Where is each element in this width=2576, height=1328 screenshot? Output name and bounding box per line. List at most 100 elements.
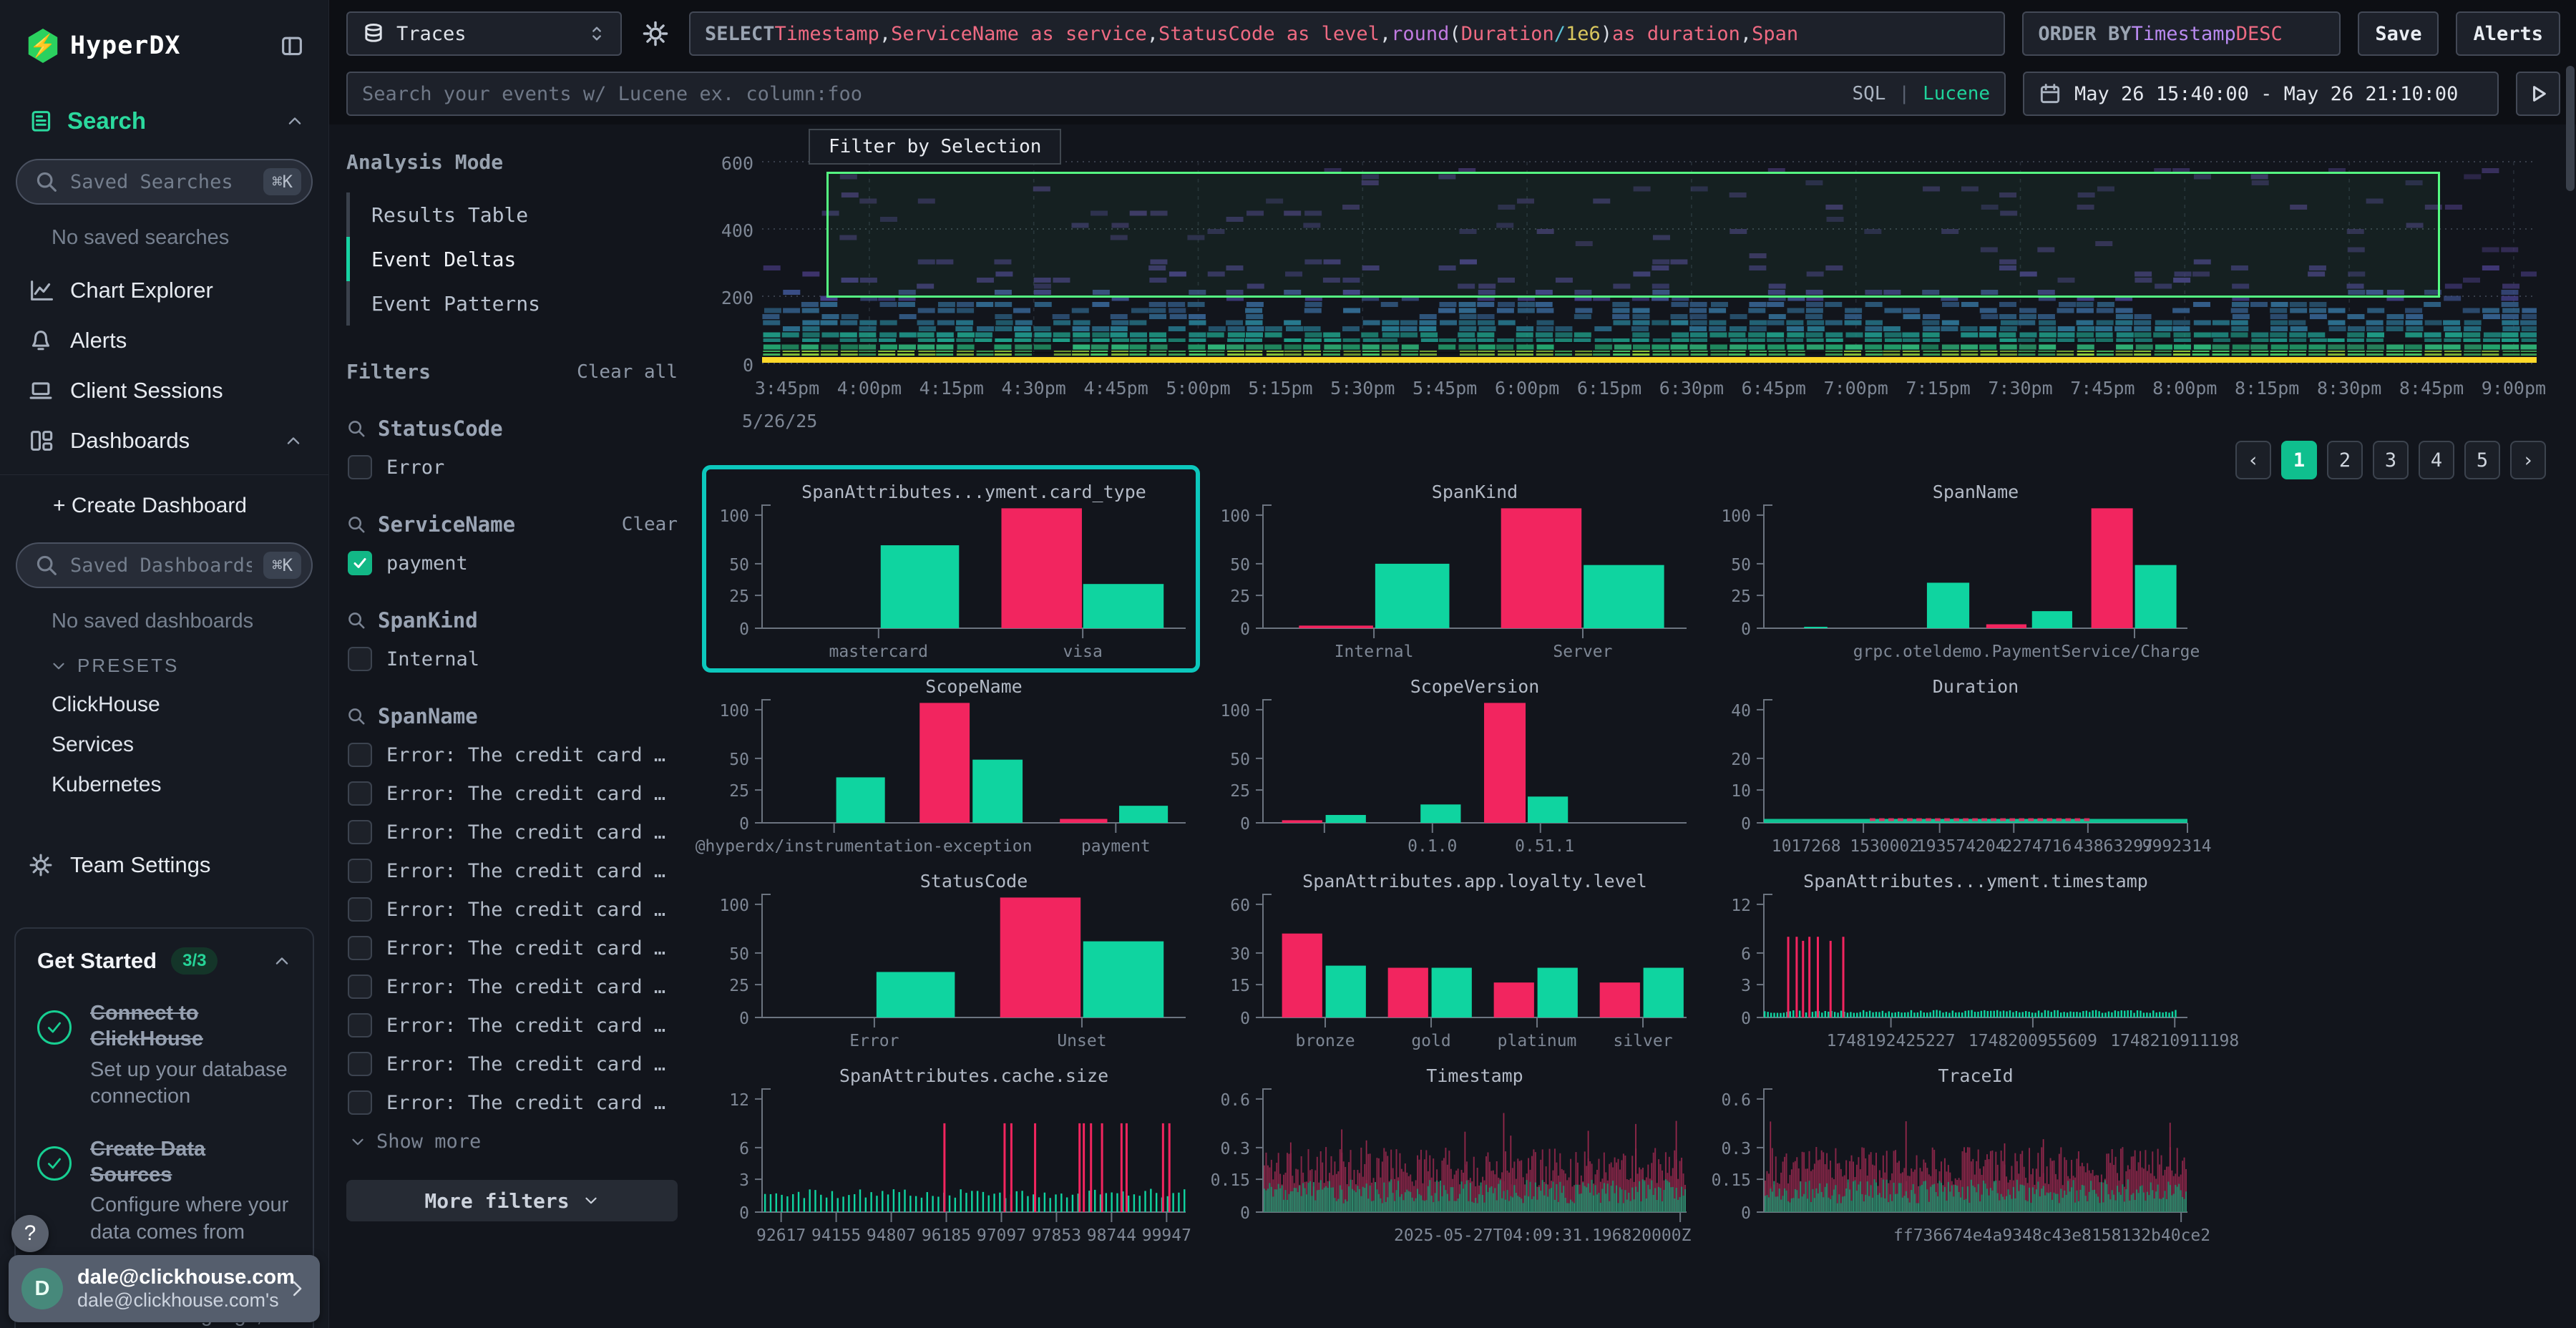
- alerts-button[interactable]: Alerts: [2456, 11, 2560, 56]
- svg-text:50: 50: [729, 556, 749, 575]
- mini-chart-spanname[interactable]: SpanName 100 50 25 0 grpc.oteldemo.PaymentSer…: [1707, 478, 2207, 673]
- saved-dashboards-input[interactable]: ⌘K: [16, 542, 313, 588]
- page-button-5[interactable]: 5: [2464, 441, 2500, 479]
- event-search-input[interactable]: SQL | Lucene: [346, 72, 2006, 116]
- mini-chart-spanattributes-app-loyalty-level[interactable]: SpanAttributes.app.loyalty.level 60 30 15 0 b…: [1206, 867, 1707, 1062]
- mini-chart-spankind[interactable]: SpanKind 100 50 25 0 Internal Server: [1206, 478, 1707, 673]
- page-button-1[interactable]: 1: [2281, 441, 2317, 479]
- checkbox[interactable]: [348, 859, 372, 883]
- mini-chart-statuscode[interactable]: StatusCode 100 50 25 0 Error Unset: [705, 867, 1206, 1062]
- sidebar-item-search[interactable]: Search: [29, 107, 304, 135]
- filter-option[interactable]: Error: The credit card …: [346, 975, 678, 999]
- heatmap-selection-rect[interactable]: [826, 172, 2440, 298]
- page-button-2[interactable]: 2: [2327, 441, 2363, 479]
- heatmap-ytick: 600: [721, 153, 753, 174]
- mini-chart-spanattributes-yment-card-type[interactable]: SpanAttributes...yment.card_type 100 50 25 0…: [702, 465, 1206, 673]
- heatmap-xtick: 4:45pm: [1083, 378, 1148, 399]
- sidebar-item-alerts[interactable]: Alerts: [0, 316, 328, 366]
- events-heatmap[interactable]: 600 400 200 0 Filter by Selection 3:45pm 4:0…: [691, 129, 2576, 438]
- help-button[interactable]: ?: [11, 1215, 49, 1252]
- preset-item-services[interactable]: Services: [52, 733, 135, 756]
- sidebar-item-chart-explorer[interactable]: Chart Explorer: [0, 265, 328, 316]
- preset-item-kubernetes[interactable]: Kubernetes: [52, 773, 162, 796]
- saved-dashboards-field[interactable]: [70, 554, 253, 577]
- analysis-mode-event-deltas[interactable]: Event Deltas: [346, 237, 678, 281]
- save-button[interactable]: Save: [2358, 11, 2439, 56]
- checkbox[interactable]: [348, 820, 372, 844]
- filter-option[interactable]: Error: [346, 455, 678, 479]
- mini-chart-scopename[interactable]: ScopeName 100 50 25 0 @hyperdx/instrumentatio…: [696, 673, 1206, 867]
- chevron-up-icon[interactable]: [284, 431, 303, 450]
- sidebar-item-team-settings[interactable]: Team Settings: [0, 840, 328, 890]
- presets-toggle[interactable]: PRESETS: [50, 655, 328, 677]
- checkbox[interactable]: [348, 1090, 372, 1115]
- get-started-item-desc: Set up your database connection: [90, 1058, 288, 1108]
- page-button-3[interactable]: 3: [2373, 441, 2409, 479]
- checkbox[interactable]: [348, 1013, 372, 1038]
- checkbox[interactable]: [348, 743, 372, 767]
- mini-chart-spanattributes-yment-timestamp[interactable]: SpanAttributes...yment.timestamp 12 6 3 0 174…: [1707, 867, 2239, 1062]
- checkbox[interactable]: [348, 551, 372, 575]
- svg-text:1017268: 1017268: [1772, 837, 1841, 856]
- filter-option[interactable]: Error: The credit card …: [346, 781, 678, 806]
- filter-option[interactable]: Error: The credit card …: [346, 859, 678, 883]
- filter-option[interactable]: Error: The credit card …: [346, 743, 678, 767]
- checkbox[interactable]: [348, 455, 372, 479]
- source-select[interactable]: Traces: [346, 11, 622, 56]
- heatmap-canvas[interactable]: [762, 133, 2537, 371]
- checkbox[interactable]: [348, 781, 372, 806]
- analysis-mode-results-table[interactable]: Results Table: [346, 192, 678, 237]
- saved-searches-input[interactable]: ⌘K: [16, 159, 313, 205]
- mini-chart-duration[interactable]: Duration 40 20 10 0 1017268 1530002 193574204 22…: [1707, 673, 2211, 867]
- run-query-button[interactable]: [2516, 72, 2560, 116]
- filter-option[interactable]: Error: The credit card …: [346, 1013, 678, 1038]
- filter-option[interactable]: Error: The credit card …: [346, 1052, 678, 1076]
- mini-chart-scopeversion[interactable]: ScopeVersion 100 50 25 0 0.1.0 0.51.1: [1206, 673, 1707, 867]
- sql-select-editor[interactable]: SELECT Timestamp, ServiceName as service…: [689, 11, 2006, 56]
- create-dashboard-button[interactable]: + Create Dashboard: [53, 494, 247, 517]
- lang-lucene-toggle[interactable]: Lucene: [1923, 83, 1990, 104]
- sidebar-item-dashboards[interactable]: Dashboards: [0, 416, 328, 466]
- scrollbar-thumb[interactable]: [2566, 66, 2575, 191]
- filter-by-selection-button[interactable]: Filter by Selection: [809, 129, 1062, 165]
- filter-option[interactable]: Error: The credit card …: [346, 936, 678, 960]
- user-menu[interactable]: D dale@clickhouse.com dale@clickhouse.co…: [9, 1255, 320, 1322]
- checkbox[interactable]: [348, 936, 372, 960]
- filter-option[interactable]: Internal: [346, 647, 678, 671]
- filter-clear-button[interactable]: Clear: [621, 514, 678, 535]
- filter-option[interactable]: Error: The credit card …: [346, 820, 678, 844]
- sidebar-item-client-sessions[interactable]: Client Sessions: [0, 366, 328, 416]
- page-prev-button[interactable]: ‹: [2235, 441, 2271, 479]
- show-more-button[interactable]: Show more: [349, 1131, 678, 1153]
- analysis-mode-event-patterns[interactable]: Event Patterns: [346, 281, 678, 326]
- window-scrollbar[interactable]: [2566, 66, 2575, 1325]
- filter-option[interactable]: Error: The credit card …: [346, 897, 678, 922]
- avatar: D: [21, 1268, 63, 1309]
- checkbox[interactable]: [348, 647, 372, 671]
- lang-sql-toggle[interactable]: SQL: [1852, 83, 1886, 104]
- get-started-item[interactable]: Create Data Sources Configure where your …: [37, 1136, 291, 1246]
- clear-all-button[interactable]: Clear all: [577, 361, 678, 383]
- page-button-4[interactable]: 4: [2419, 441, 2454, 479]
- filter-option[interactable]: Error: The credit card …: [346, 1090, 678, 1115]
- more-filters-button[interactable]: More filters: [346, 1180, 678, 1221]
- checkbox[interactable]: [348, 975, 372, 999]
- date-range-picker[interactable]: May 26 15:40:00 - May 26 21:10:00: [2023, 72, 2499, 116]
- chevron-up-icon[interactable]: [286, 112, 304, 130]
- order-by-editor[interactable]: ORDER BY Timestamp DESC: [2022, 11, 2341, 56]
- event-search-field[interactable]: [362, 82, 1840, 105]
- mini-chart-traceid[interactable]: TraceId 0.6 0.3 0.15 0 ff736674e4a9348c43e815…: [1707, 1062, 2211, 1256]
- mini-chart-spanattributes-cache-size[interactable]: SpanAttributes.cache.size 12 6 3 0 92617 94155…: [705, 1062, 1206, 1256]
- page-next-button[interactable]: ›: [2510, 441, 2546, 479]
- source-settings-gear-icon[interactable]: [639, 20, 672, 47]
- filter-option[interactable]: payment: [346, 551, 678, 575]
- filter-option-label: Error: The credit card …: [386, 1014, 666, 1037]
- get-started-item[interactable]: Connect to ClickHouse Set up your databas…: [37, 1000, 291, 1110]
- chevron-up-icon[interactable]: [273, 952, 291, 970]
- sidebar-collapse-icon[interactable]: [280, 34, 304, 58]
- mini-chart-timestamp[interactable]: Timestamp 0.6 0.3 0.15 0 2025-05-27T04:09:31.…: [1206, 1062, 1707, 1256]
- checkbox[interactable]: [348, 1052, 372, 1076]
- checkbox[interactable]: [348, 897, 372, 922]
- saved-searches-field[interactable]: [70, 170, 253, 193]
- preset-item-clickhouse[interactable]: ClickHouse: [52, 693, 160, 716]
